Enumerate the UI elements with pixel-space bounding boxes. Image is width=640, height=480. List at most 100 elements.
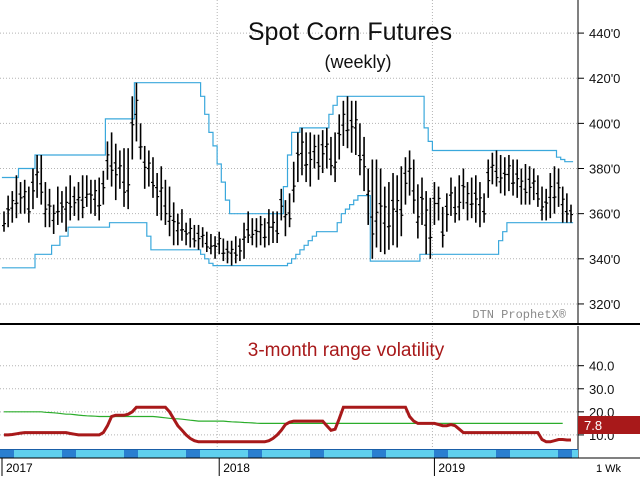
price-bar	[482, 193, 487, 223]
price-bar	[556, 168, 561, 207]
price-bar	[349, 100, 354, 153]
price-bar	[93, 179, 98, 216]
time-strip-segment	[138, 449, 186, 458]
price-bar	[138, 123, 143, 160]
price-bar	[130, 96, 135, 160]
volatility-title: 3-month range volatility	[248, 340, 445, 361]
price-bar	[233, 236, 238, 264]
price-tick-label: 400'0	[589, 116, 620, 131]
price-bar	[126, 148, 131, 210]
time-strip-segment	[262, 449, 310, 458]
price-bar	[519, 168, 524, 205]
price-bar	[564, 193, 569, 223]
price-bar	[407, 150, 412, 196]
volatility-panel[interactable]: 40.030.020.010.0 3-month range volatilit…	[0, 326, 640, 458]
price-bar	[316, 134, 321, 180]
price-bar	[262, 218, 267, 248]
volatility-tick-label: 40.0	[589, 359, 614, 374]
price-bar	[64, 186, 69, 232]
price-bar	[540, 186, 545, 221]
volatility-lines	[4, 405, 571, 444]
time-strip-edge	[0, 449, 578, 450]
price-bar	[324, 127, 329, 169]
year-label: 2019	[438, 461, 465, 475]
price-bar	[171, 202, 176, 246]
price-bar	[80, 175, 85, 219]
price-bar	[146, 150, 151, 187]
price-bar	[97, 177, 102, 221]
price-bar	[159, 166, 164, 221]
price-bar	[134, 82, 139, 142]
time-axis[interactable]: 2017 2018 2019 1 Wk	[0, 449, 640, 480]
time-strip-segment	[496, 449, 510, 458]
price-bar	[362, 136, 367, 192]
time-strip-segment	[372, 449, 386, 458]
price-bar	[26, 186, 31, 223]
time-strip-segment	[448, 449, 496, 458]
price-bar	[432, 182, 437, 225]
price-bar	[328, 136, 333, 176]
price-bar	[72, 186, 77, 216]
price-bar	[382, 186, 387, 255]
price-channel	[1, 82, 574, 269]
price-panel[interactable]: 440'0 420'0 400'0 380'0 360'0 340'0 320'0 Spot…	[0, 0, 640, 324]
price-bar	[511, 159, 516, 196]
price-bar	[179, 209, 184, 241]
price-tick-label: 360'0	[589, 207, 620, 222]
weekly-price-bars	[2, 82, 573, 266]
price-bar	[295, 132, 300, 183]
price-bar	[88, 179, 93, 214]
price-bar	[569, 204, 573, 223]
price-bar	[523, 164, 528, 205]
price-bar	[469, 177, 474, 219]
price-bar	[444, 193, 449, 232]
price-bar	[548, 173, 553, 219]
price-bar	[14, 175, 19, 219]
watermark-text: DTN ProphetX®	[472, 308, 566, 322]
price-bar	[411, 159, 416, 214]
price-bar	[101, 170, 106, 205]
price-bar	[535, 175, 540, 207]
price-bar	[225, 240, 230, 264]
price-bar	[163, 179, 168, 225]
price-bar	[167, 186, 172, 237]
price-bar	[440, 206, 445, 248]
price-bar	[254, 218, 259, 248]
price-bar	[192, 224, 197, 248]
price-bar	[76, 182, 81, 221]
price-bar	[341, 100, 346, 146]
price-bar	[291, 161, 296, 203]
price-bar	[6, 195, 11, 228]
time-strip-segment	[572, 449, 578, 458]
price-bar	[258, 215, 263, 246]
channel-upper-line	[1, 82, 574, 215]
price-bar	[175, 213, 180, 246]
price-bar	[465, 182, 470, 221]
last-value-label: 7.8	[584, 418, 602, 433]
price-bar	[30, 168, 35, 210]
price-bar	[544, 188, 549, 221]
price-bar	[333, 132, 338, 183]
price-bar	[299, 127, 304, 176]
price-bar	[453, 186, 458, 223]
price-bar	[217, 231, 222, 255]
time-strip-segment	[558, 449, 572, 458]
time-strip-segment	[434, 449, 448, 458]
price-bar	[200, 227, 205, 248]
price-tick-label: 340'0	[589, 252, 620, 267]
price-bar	[320, 130, 325, 174]
price-bar	[109, 132, 114, 187]
year-label: 2017	[6, 461, 33, 475]
price-bar	[345, 96, 350, 149]
time-strip-segment	[62, 449, 76, 458]
price-bar	[242, 222, 247, 259]
price-bar	[150, 157, 155, 198]
price-bar	[39, 154, 44, 205]
volatility-tick-label: 30.0	[589, 382, 614, 397]
price-bar	[494, 150, 499, 187]
price-bar	[457, 175, 462, 221]
price-bar	[113, 143, 118, 201]
timeframe-label: 1 Wk	[596, 463, 622, 475]
time-strip-segment	[76, 449, 124, 458]
price-bar	[221, 238, 226, 262]
